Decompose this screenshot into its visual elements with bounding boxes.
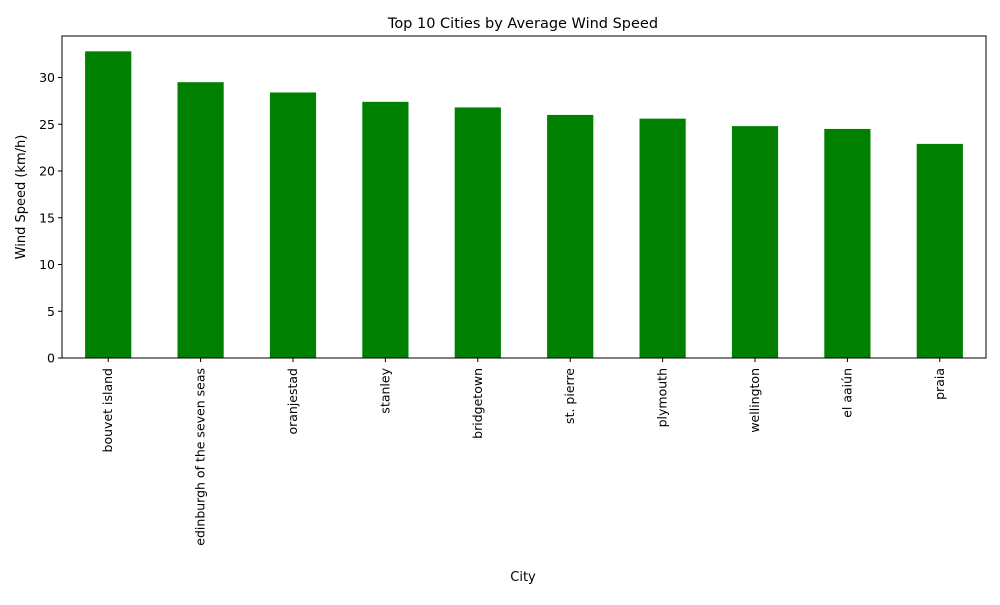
bar-0 [85, 51, 131, 358]
x-tick-label: oranjestad [285, 368, 300, 435]
y-tick-label: 5 [47, 304, 55, 319]
x-tick-label: bridgetown [470, 368, 485, 439]
x-axis-label: City [510, 570, 536, 585]
bar-9 [917, 144, 963, 358]
x-tick-label: st. pierre [562, 368, 577, 424]
x-tick-label: plymouth [655, 368, 670, 427]
y-tick-label: 15 [39, 210, 55, 225]
x-tick-label: el aaiún [839, 368, 854, 418]
y-axis-ticks: 0 5 10 15 20 25 30 [39, 70, 62, 365]
x-tick-label: bouvet island [100, 368, 115, 452]
y-tick-label: 10 [39, 257, 55, 272]
bar-1 [178, 82, 224, 358]
bars-layer [85, 51, 963, 358]
bar-6 [640, 119, 686, 358]
x-tick-label: stanley [377, 367, 392, 413]
x-tick-label: edinburgh of the seven seas [193, 368, 208, 546]
y-tick-label: 20 [39, 164, 55, 179]
y-axis-label: Wind Speed (km/h) [14, 135, 29, 260]
x-tick-label: wellington [747, 368, 762, 433]
y-tick-label: 25 [39, 117, 55, 132]
chart-title: Top 10 Cities by Average Wind Speed [387, 16, 658, 32]
bar-4 [455, 107, 501, 358]
y-tick-label: 30 [39, 70, 55, 85]
x-tick-label: praia [932, 368, 947, 400]
x-axis-ticks: bouvet island edinburgh of the seven seas… [100, 358, 947, 546]
y-tick-label: 0 [47, 351, 55, 366]
bar-8 [824, 129, 870, 358]
bar-5 [547, 115, 593, 358]
bar-2 [270, 92, 316, 358]
bar-3 [362, 102, 408, 358]
bar-7 [732, 126, 778, 358]
